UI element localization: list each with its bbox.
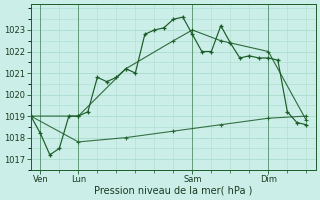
X-axis label: Pression niveau de la mer( hPa ): Pression niveau de la mer( hPa ): [94, 186, 252, 196]
